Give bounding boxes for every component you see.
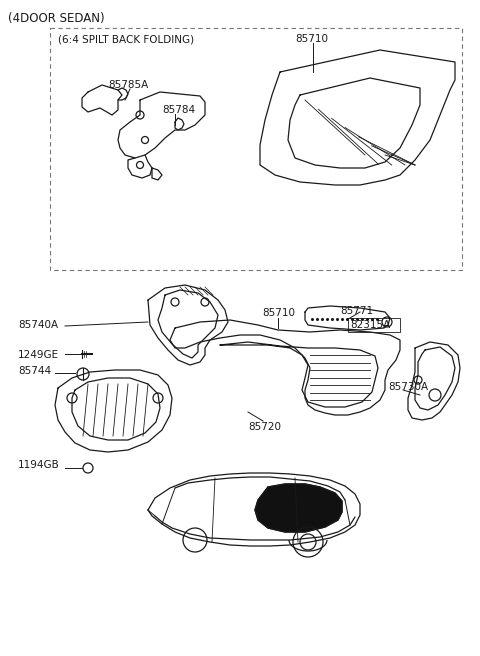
Text: 85784: 85784: [162, 105, 195, 115]
Text: (4DOOR SEDAN): (4DOOR SEDAN): [8, 12, 105, 25]
Text: 82315A: 82315A: [350, 320, 390, 330]
Text: 1249GE: 1249GE: [18, 350, 59, 360]
Bar: [50, 28, 462, 270]
Text: 85785A: 85785A: [108, 80, 148, 90]
Text: 85710: 85710: [262, 308, 295, 318]
Text: (6:4 SPILT BACK FOLDING): (6:4 SPILT BACK FOLDING): [58, 34, 194, 44]
Polygon shape: [255, 484, 342, 532]
Text: 85744: 85744: [18, 366, 51, 376]
Text: 85730A: 85730A: [388, 382, 428, 392]
Bar: [348, 318, 400, 332]
Text: 85720: 85720: [248, 422, 281, 432]
Text: 85771: 85771: [340, 306, 373, 316]
Text: 85710: 85710: [295, 34, 328, 44]
Text: 85740A: 85740A: [18, 320, 58, 330]
Text: 1194GB: 1194GB: [18, 460, 60, 470]
